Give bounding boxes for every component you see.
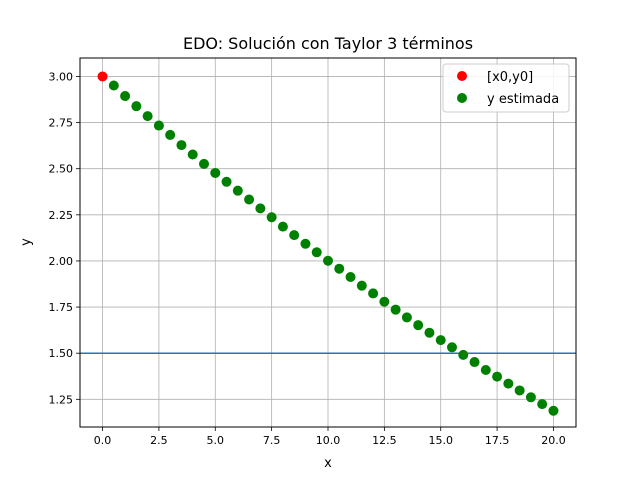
x-tick-label: 2.5 (150, 434, 168, 447)
estimated-point-marker (131, 101, 142, 112)
x-axis-ticks: 0.0 2.5 5.0 7.5 10.0 12.5 15.0 17.5 20.0 (94, 427, 566, 447)
estimated-point-marker (120, 91, 131, 102)
x-tick-label: 15.0 (428, 434, 453, 447)
legend-marker-initial-point (457, 71, 467, 81)
estimated-point-marker (176, 140, 187, 151)
estimated-point-marker (548, 405, 559, 416)
estimated-point-marker (277, 221, 288, 232)
estimated-point-marker (435, 335, 446, 346)
x-tick-label: 12.5 (372, 434, 397, 447)
y-tick-label: 3.00 (49, 70, 74, 83)
estimated-point-marker (458, 349, 469, 360)
x-tick-label: 17.5 (485, 434, 510, 447)
y-tick-label: 1.50 (49, 347, 74, 360)
estimated-point-marker (424, 327, 435, 338)
estimated-point-marker (379, 296, 390, 307)
estimated-point-marker (469, 357, 480, 368)
estimated-point-marker (492, 371, 503, 382)
y-axis-ticks: 1.25 1.50 1.75 2.00 2.25 2.50 2.75 3.00 (49, 70, 80, 406)
x-tick-label: 0.0 (94, 434, 112, 447)
estimated-point-marker (525, 392, 536, 403)
estimated-point-marker (311, 247, 322, 258)
estimated-point-marker (480, 364, 491, 375)
estimated-point-marker (401, 312, 412, 323)
x-tick-label: 5.0 (207, 434, 225, 447)
data-points (97, 71, 559, 416)
estimated-point-marker (232, 185, 243, 196)
estimated-point-marker (345, 272, 356, 283)
chart-title: EDO: Solución con Taylor 3 términos (183, 34, 473, 53)
estimated-point-marker (244, 194, 255, 205)
estimated-point-marker (255, 203, 266, 214)
initial-point-marker (97, 71, 108, 82)
estimated-point-marker (165, 129, 176, 140)
estimated-point-marker (368, 288, 379, 299)
legend: [x0,y0] y estimada (442, 63, 570, 113)
legend-box (442, 63, 570, 113)
estimated-point-marker (153, 120, 164, 131)
x-tick-label: 10.0 (316, 434, 341, 447)
estimated-point-marker (108, 80, 119, 91)
y-tick-label: 1.75 (49, 301, 74, 314)
estimated-point-marker (413, 320, 424, 331)
estimated-point-marker (537, 399, 548, 410)
x-tick-label: 7.5 (263, 434, 281, 447)
y-tick-label: 2.25 (49, 209, 74, 222)
estimated-point-marker (210, 167, 221, 178)
estimated-point-marker (187, 149, 198, 160)
estimated-point-marker (266, 212, 277, 223)
estimated-point-marker (142, 111, 153, 122)
estimated-point-marker (447, 342, 457, 353)
estimated-point-marker (221, 176, 232, 187)
y-axis-label: y (19, 238, 34, 246)
estimated-point-marker (300, 238, 311, 249)
estimated-point-marker (390, 304, 401, 315)
legend-label-estimated-y: y estimada (487, 92, 559, 107)
estimated-point-marker (503, 378, 514, 389)
estimated-point-marker (199, 158, 209, 169)
legend-label-initial-point: [x0,y0] (487, 70, 533, 85)
estimated-point-marker (514, 385, 525, 396)
legend-marker-estimated-y (457, 93, 467, 103)
estimated-point-marker (356, 280, 367, 291)
estimated-point-marker (334, 263, 345, 274)
y-tick-label: 2.50 (49, 163, 74, 176)
estimated-point-marker (323, 255, 333, 266)
y-tick-label: 2.00 (49, 255, 74, 268)
x-axis-label: x (324, 456, 332, 471)
x-tick-label: 20.0 (541, 434, 566, 447)
estimated-point-marker (289, 230, 300, 241)
y-tick-label: 2.75 (49, 117, 74, 130)
y-tick-label: 1.25 (49, 393, 74, 406)
